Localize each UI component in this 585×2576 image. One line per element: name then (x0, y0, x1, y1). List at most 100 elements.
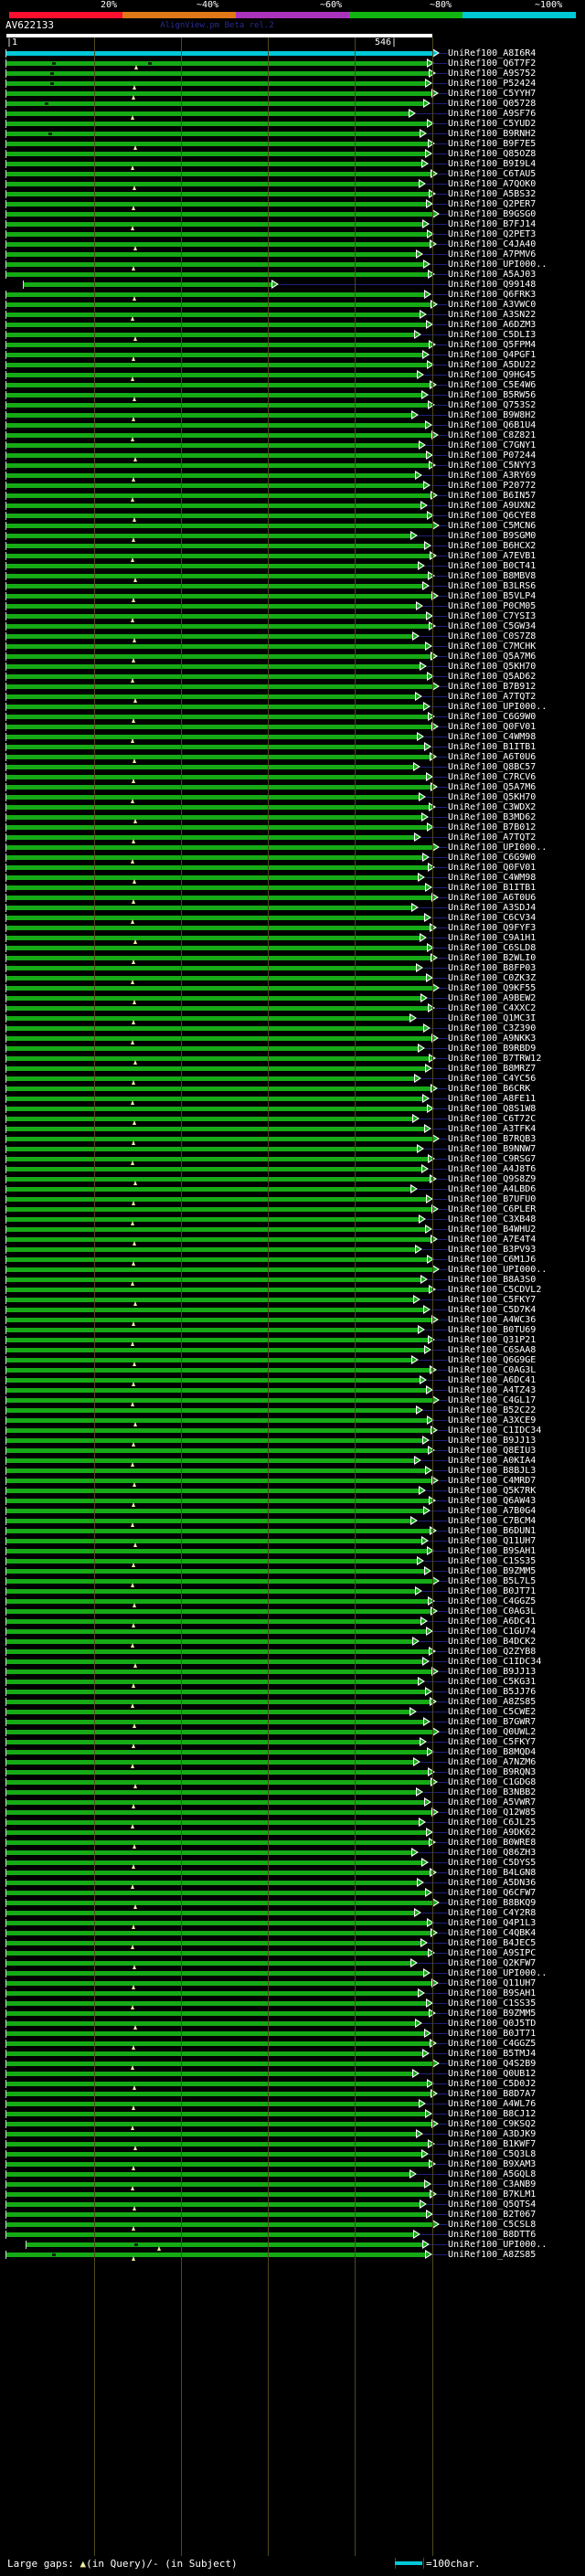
alignment-row[interactable]: UniRef100_Q05728 (0, 99, 585, 109)
hit-track[interactable] (6, 694, 415, 699)
alignment-row[interactable]: UniRef100_C5FKY7 (0, 1737, 585, 1748)
hit-label[interactable]: UniRef100_A4TZ43 (448, 1385, 537, 1395)
hit-label[interactable]: UniRef100_B7UFU0 (448, 1194, 537, 1204)
hit-label[interactable]: UniRef100_C0S7Z8 (448, 631, 537, 641)
hit-track[interactable] (6, 162, 421, 166)
alignment-row[interactable]: UniRef100_Q753S2 (0, 400, 585, 410)
alignment-row[interactable]: UniRef100_C4YC56 (0, 1074, 585, 1085)
hit-label[interactable]: UniRef100_A5VWR7 (448, 1797, 537, 1807)
hit-track[interactable] (6, 2092, 431, 2096)
hit-track[interactable] (6, 473, 415, 478)
hit-track[interactable] (6, 916, 424, 920)
hit-label[interactable]: UniRef100_A4J8T6 (448, 1164, 537, 1174)
hit-label[interactable]: UniRef100_Q5A7M6 (448, 652, 537, 662)
alignment-row[interactable]: UniRef100_B6DUN1 (0, 1526, 585, 1536)
hit-track[interactable] (6, 1770, 428, 1775)
hit-track[interactable] (6, 986, 432, 991)
hit-label[interactable]: UniRef100_A5GQL8 (448, 2169, 537, 2179)
hit-label[interactable]: UniRef100_B0JT71 (448, 1586, 537, 1596)
alignment-row[interactable]: UniRef100_A9BEW2 (0, 993, 585, 1004)
hit-label[interactable]: UniRef100_B7B912 (448, 682, 537, 692)
alignment-row[interactable]: UniRef100_B5RW56 (0, 390, 585, 401)
hit-track[interactable] (6, 1609, 431, 1614)
hit-track[interactable] (6, 1338, 428, 1342)
hit-label[interactable]: UniRef100_C4WM98 (448, 732, 537, 742)
alignment-row[interactable]: UniRef100_B6CRK (0, 1084, 585, 1094)
alignment-row[interactable]: UniRef100_P20772 (0, 481, 585, 491)
hit-track[interactable] (6, 403, 428, 408)
hit-label[interactable]: UniRef100_A3TFK4 (448, 1124, 537, 1134)
hit-label[interactable]: UniRef100_Q9KF55 (448, 983, 537, 993)
hit-label[interactable]: UniRef100_B1KWF7 (448, 2139, 537, 2149)
hit-track[interactable] (6, 1358, 411, 1362)
hit-track[interactable] (6, 946, 427, 950)
alignment-row[interactable]: UniRef100_Q0FV01 (0, 722, 585, 732)
alignment-row[interactable]: UniRef100_C6PLER (0, 1204, 585, 1214)
hit-track[interactable] (6, 1167, 421, 1171)
hit-track[interactable] (6, 1157, 428, 1161)
hit-track[interactable] (6, 875, 418, 880)
hit-label[interactable]: UniRef100_C6CV34 (448, 913, 537, 923)
alignment-row[interactable]: UniRef100_B1ITB1 (0, 742, 585, 752)
hit-track[interactable] (6, 1479, 431, 1483)
hit-label[interactable]: UniRef100_A8ZS85 (448, 2250, 537, 2260)
hit-label[interactable]: UniRef100_A9BEW2 (448, 993, 537, 1003)
hit-track[interactable] (6, 1589, 415, 1594)
alignment-row[interactable]: UniRef100_B9JJ13 (0, 1667, 585, 1677)
alignment-row[interactable]: UniRef100_Q2ZYB8 (0, 1647, 585, 1657)
hit-label[interactable]: UniRef100_A3DJK9 (448, 2129, 537, 2139)
hit-label[interactable]: UniRef100_B7RQB3 (448, 1134, 537, 1144)
hit-label[interactable]: UniRef100_B6DUN1 (448, 1526, 537, 1536)
hit-label[interactable]: UniRef100_C4XXC2 (448, 1003, 537, 1013)
hit-label[interactable]: UniRef100_C6JL25 (448, 1818, 537, 1828)
hit-label[interactable]: UniRef100_UPI000.. (448, 843, 548, 853)
hit-track[interactable] (6, 1036, 431, 1041)
hit-track[interactable] (6, 1599, 428, 1604)
alignment-row[interactable]: UniRef100_Q2PET3 (0, 229, 585, 239)
hit-label[interactable]: UniRef100_P20772 (448, 481, 537, 491)
alignment-row[interactable]: UniRef100_B8MBV8 (0, 571, 585, 582)
alignment-row[interactable]: UniRef100_Q9KF55 (0, 983, 585, 993)
hit-track[interactable] (6, 1629, 426, 1634)
hit-label[interactable]: UniRef100_Q11UH7 (448, 1536, 537, 1546)
hit-label[interactable]: UniRef100_C6TAU5 (448, 169, 537, 179)
alignment-row[interactable]: UniRef100_Q4P1L3 (0, 1918, 585, 1929)
hit-label[interactable]: UniRef100_B3LRS6 (448, 581, 537, 591)
alignment-row[interactable]: UniRef100_Q5FPM4 (0, 340, 585, 350)
hit-label[interactable]: UniRef100_C4QBK4 (448, 1928, 537, 1938)
hit-label[interactable]: UniRef100_B9SAH1 (448, 1988, 537, 1998)
hit-label[interactable]: UniRef100_C5KG31 (448, 1677, 537, 1687)
hit-label[interactable]: UniRef100_A9SIPC (448, 1948, 537, 1958)
alignment-row[interactable]: UniRef100_B7TRW12 (0, 1054, 585, 1065)
hit-track[interactable] (6, 835, 414, 840)
hit-label[interactable]: UniRef100_B9JJ13 (448, 1436, 537, 1446)
alignment-row[interactable]: UniRef100_A9NKK3 (0, 1034, 585, 1044)
hit-label[interactable]: UniRef100_Q0FV01 (448, 863, 537, 873)
hit-track[interactable] (6, 735, 417, 739)
hit-track[interactable] (6, 815, 421, 820)
hit-label[interactable]: UniRef100_Q99148 (448, 280, 537, 290)
alignment-row[interactable]: UniRef100_A7PMV6 (0, 249, 585, 260)
hit-label[interactable]: UniRef100_C5NYY3 (448, 461, 537, 471)
hit-track[interactable] (6, 483, 423, 488)
alignment-row[interactable]: UniRef100_A5DN36 (0, 1878, 585, 1889)
hit-label[interactable]: UniRef100_B9I9L4 (448, 159, 537, 169)
hit-label[interactable]: UniRef100_Q5QTS4 (448, 2200, 537, 2210)
hit-track[interactable] (6, 1428, 431, 1433)
hit-track[interactable] (6, 725, 431, 729)
hit-label[interactable]: UniRef100_B9XAM3 (448, 2159, 537, 2169)
hit-track[interactable] (6, 1730, 432, 1734)
hit-track[interactable] (6, 152, 425, 156)
hit-label[interactable]: UniRef100_A7TQT2 (448, 832, 537, 843)
hit-track[interactable] (6, 2041, 430, 2046)
alignment-row[interactable]: UniRef100_B8FP03 (0, 963, 585, 973)
alignment-row[interactable]: UniRef100_A8FE11 (0, 1094, 585, 1105)
hit-label[interactable]: UniRef100_C4GL17 (448, 1395, 537, 1405)
hit-track[interactable] (6, 1177, 430, 1182)
hit-track[interactable] (6, 142, 428, 146)
alignment-row[interactable]: UniRef100_Q6FRK3 (0, 290, 585, 301)
hit-label[interactable]: UniRef100_B8CJ12 (448, 2109, 537, 2119)
hit-track[interactable] (6, 1227, 425, 1232)
alignment-row[interactable]: UniRef100_Q9HG45 (0, 370, 585, 381)
hit-track[interactable] (6, 715, 428, 719)
